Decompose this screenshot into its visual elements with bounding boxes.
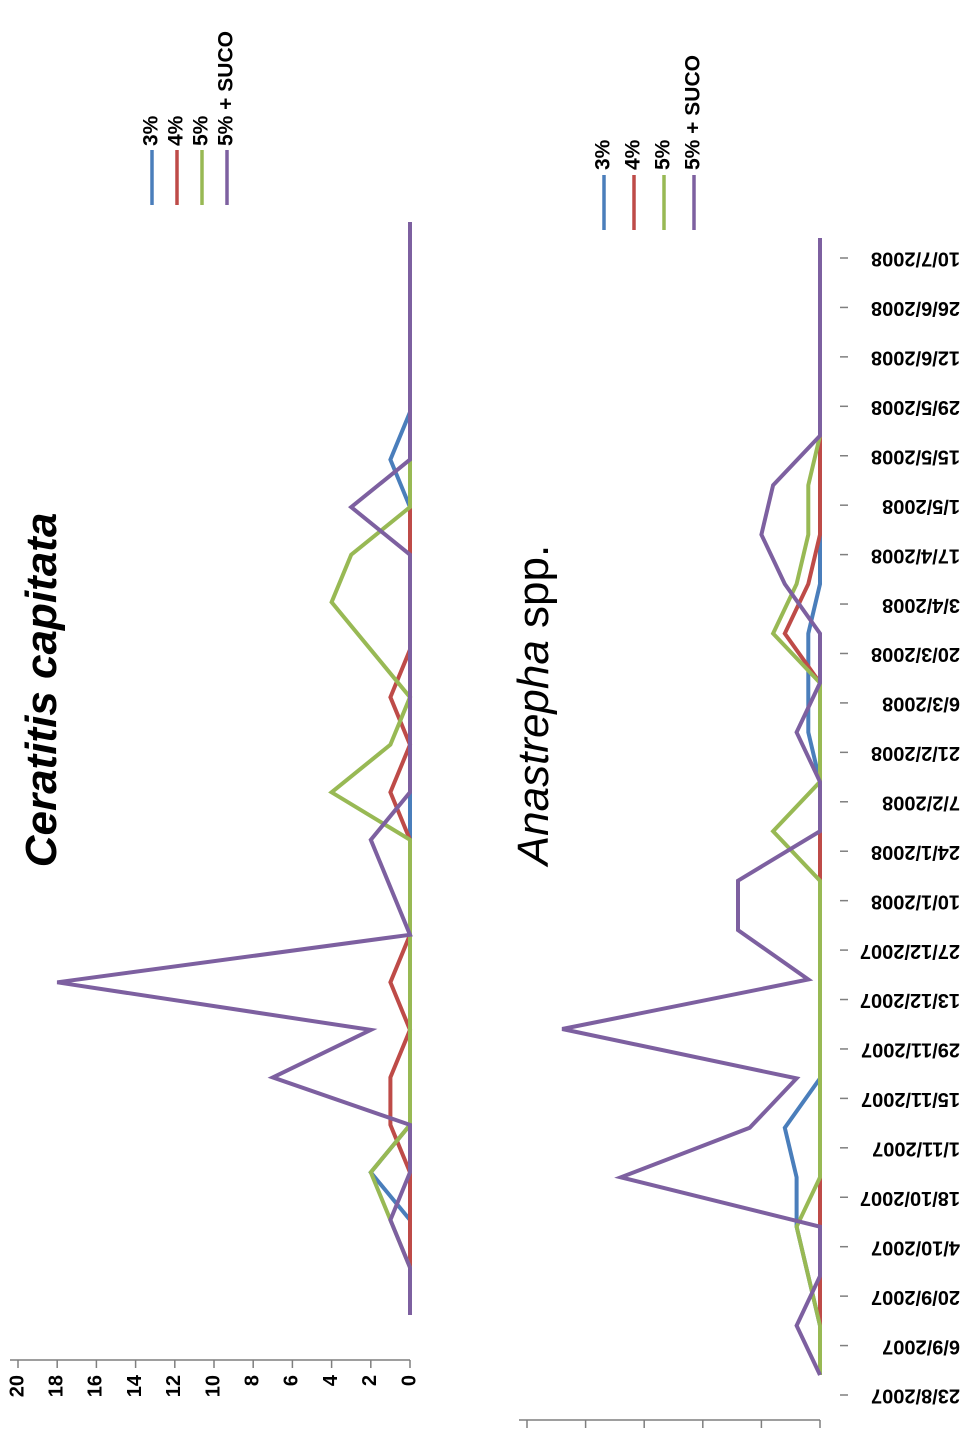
x-tick-label: 17/4/2008 [871,544,960,566]
legend: 3% 4% 5% 5% + SUCO [592,55,705,230]
x-tick-label: 20/9/2007 [871,1286,960,1308]
y-tick-label: 20 [6,1375,28,1397]
legend-label: 5% [190,115,213,146]
y-tick-label: 8 [241,1375,263,1386]
y-tick-label: 10 [202,1375,224,1397]
x-tick-label: 6/9/2007 [882,1335,960,1357]
y-tick-label: 0 [398,1375,420,1386]
x-tick-label: 23/8/2007 [871,1385,960,1407]
series-lines [561,238,822,1376]
y-tick-label: 2 [359,1375,381,1386]
y-axis-ticks: 0 2 4 6 8 10 12 14 16 18 20 [6,1360,420,1397]
chart-title: Ceratitis capitata [17,513,66,868]
chart-anastrepha: 0510152025 23/8/2007 6/9/2007 20/9/2007 4/1… [509,55,960,1428]
x-tick-label: 29/5/2008 [871,396,960,418]
series-lines [56,222,413,1315]
y-axis-ticks: 0510152025 [526,1420,821,1428]
y-tick-label: 6 [281,1375,303,1386]
x-tick-label: 10/7/2008 [871,248,960,270]
y-tick-label: 4 [320,1374,342,1386]
legend-label: 5% + SUCO [215,31,238,146]
y-tick-label: 12 [163,1375,185,1397]
chart-title-plain: spp. [509,545,558,640]
x-tick-label: 18/10/2007 [860,1187,960,1209]
x-tick-label: 1/11/2007 [872,1138,960,1160]
x-tick-label: 26/6/2008 [871,297,960,319]
legend-label: 5% [652,139,675,170]
x-tick-label: 1/5/2008 [882,495,960,517]
x-tick-label: 21/2/2008 [871,742,960,764]
x-tick-label: 6/3/2008 [882,693,960,715]
legend-label: 4% [622,139,645,170]
legend-label: 5% + SUCO [682,55,705,170]
chart-ceratitis-capitata: 0 2 4 6 8 10 12 14 16 18 20 Ceratitis capitata 3% 4… [6,31,420,1397]
x-tick-label: 20/3/2008 [871,643,960,665]
series-line [561,238,822,1376]
x-tick-label: 24/1/2008 [871,841,960,863]
x-tick-label: 10/1/2008 [871,890,960,912]
legend-label: 4% [165,115,188,146]
y-tick-label: 18 [45,1375,67,1397]
x-tick-label: 15/5/2008 [871,445,960,467]
y-tick-label: 16 [85,1375,107,1397]
x-tick-label: 15/11/2007 [861,1088,960,1110]
series-line [56,222,413,1315]
x-tick-label: 13/12/2007 [860,989,960,1011]
x-tick-label: 27/12/2007 [860,940,960,962]
chart-title-italic: Anastrepha [509,640,558,868]
x-axis-ticks: 23/8/2007 6/9/2007 20/9/2007 4/10/2007 18/10… [840,248,960,1407]
series-line [782,238,822,1375]
x-tick-label: 12/6/2008 [871,347,960,369]
x-tick-label: 4/10/2007 [871,1236,960,1258]
chart-title: Anastrepha spp. [509,545,558,868]
legend: 3% 4% 5% 5% + SUCO [140,31,238,205]
legend-label: 3% [140,115,163,146]
series-line [782,238,822,1375]
chart-title-italic: Ceratitis capitata [17,513,66,868]
x-tick-label: 29/11/2007 [861,1039,960,1061]
x-tick-label: 3/4/2008 [882,594,960,616]
series-line [388,222,413,1315]
y-tick-label: 14 [124,1374,146,1397]
x-tick-label: 7/2/2008 [882,792,960,814]
legend-label: 3% [592,139,615,170]
